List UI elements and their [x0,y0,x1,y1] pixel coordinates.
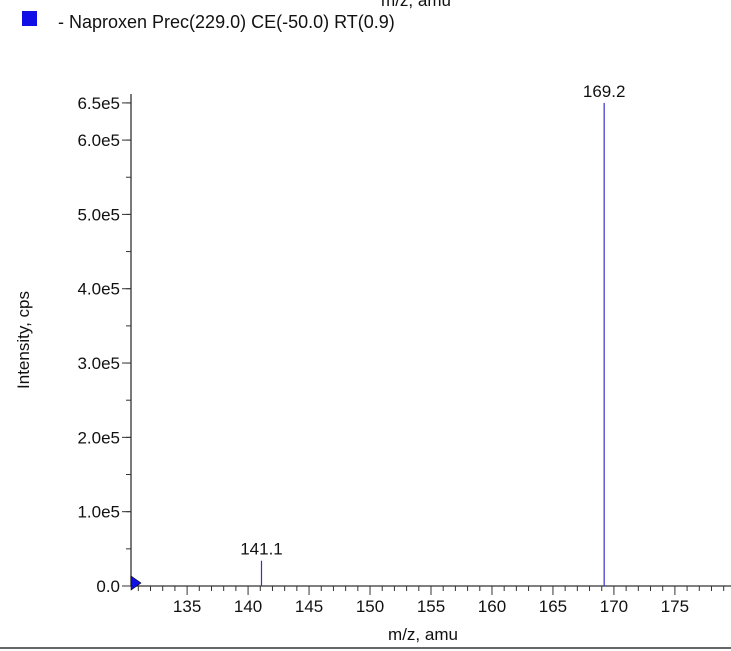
x-tick-label: 165 [539,597,567,616]
baseline-marker [130,575,142,591]
legend-label: - Naproxen Prec(229.0) CE(-50.0) RT(0.9) [58,12,395,32]
y-tick-label: 6.5e5 [77,94,120,113]
x-tick-label: 135 [173,597,201,616]
x-tick-label: 155 [417,597,445,616]
y-tick-label: 5.0e5 [77,205,120,224]
y-axis: 0.0 1.0e5 2.0e5 3.0e5 4.0e5 5.0e5 6.0e5 6.5e5 [77,94,132,596]
y-tick-label: 2.0e5 [77,428,120,447]
y-tick-label: 6.0e5 [77,131,120,150]
spectrum-peaks [260,102,605,586]
y-tick-label: 3.0e5 [77,354,120,373]
cut-off-axis-label: m/z, amu [381,0,451,10]
peak-label: 141.1 [240,540,283,559]
x-tick-label: 175 [661,597,689,616]
legend-swatch [22,11,37,26]
x-tick-label: 170 [600,597,628,616]
x-tick-label: 145 [295,597,323,616]
x-tick-label: 160 [478,597,506,616]
y-tick-label: 4.0e5 [77,280,120,299]
y-tick-label: 0.0 [96,577,120,596]
x-tick-label: 140 [234,597,262,616]
x-axis: 135 140 145 150 155 160 165 170 175 [130,575,731,616]
peak-labels: 141.1 169.2 [240,82,625,559]
y-axis-label: Intensity, cps [14,291,33,389]
y-tick-label: 1.0e5 [77,503,120,522]
peak-label: 169.2 [583,82,626,101]
x-tick-label: 150 [356,597,384,616]
x-axis-label: m/z, amu [388,625,458,644]
